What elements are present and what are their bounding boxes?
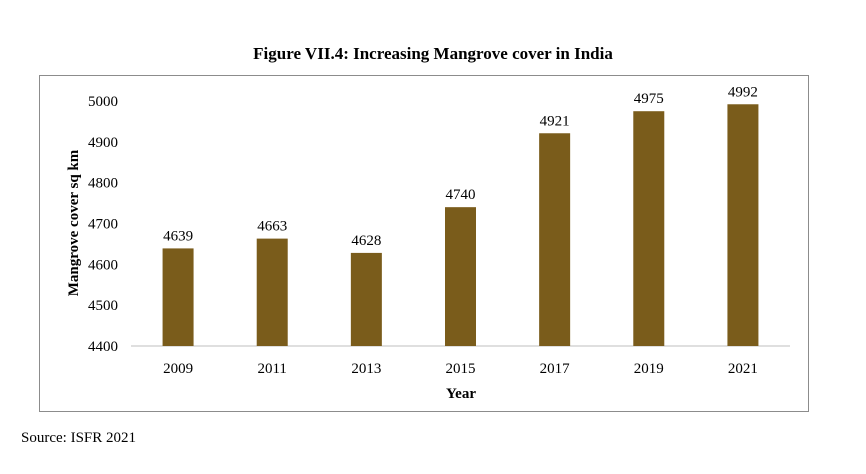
x-tick-label-2015: 2015 xyxy=(446,361,476,377)
y-tick-label: 4700 xyxy=(88,217,118,233)
data-label-2021: 4992 xyxy=(728,84,758,100)
x-tick-label-2019: 2019 xyxy=(634,361,664,377)
data-label-2015: 4740 xyxy=(446,187,476,203)
bars xyxy=(162,104,759,347)
x-tick-label-2021: 2021 xyxy=(728,361,758,377)
bar-2009 xyxy=(162,248,194,346)
y-tick-label: 4900 xyxy=(88,135,118,151)
y-tick-label: 4400 xyxy=(88,339,118,355)
x-tick-label-2013: 2013 xyxy=(351,361,381,377)
y-tick-label: 4800 xyxy=(88,176,118,192)
data-label-2013: 4628 xyxy=(351,233,381,249)
x-axis-title: Year xyxy=(446,386,476,402)
y-tick-label: 4500 xyxy=(88,298,118,314)
data-label-2017: 4921 xyxy=(540,113,570,129)
bar-2019 xyxy=(633,111,665,346)
bar-2015 xyxy=(445,207,476,346)
y-axis-title: Mangrove cover sq km xyxy=(66,149,82,296)
data-label-2011: 4663 xyxy=(257,219,287,235)
y-axis-ticks: 4400 4500 4600 4700 4800 4900 5000 xyxy=(88,94,118,355)
y-tick-label: 4600 xyxy=(88,257,118,273)
bar-2013 xyxy=(350,252,382,346)
x-tick-label-2017: 2017 xyxy=(540,361,571,377)
bar-2017 xyxy=(539,133,571,346)
x-tick-label-2011: 2011 xyxy=(257,361,286,377)
data-label-2009: 4639 xyxy=(163,228,193,244)
x-tick-label-2009: 2009 xyxy=(163,361,193,377)
chart-title: Figure VII.4: Increasing Mangrove cover … xyxy=(253,44,613,63)
bar-labels: 4639 4663 4628 4740 4921 4975 4992 xyxy=(163,84,758,249)
source-note: Source: ISFR 2021 xyxy=(21,430,137,446)
data-label-2019: 4975 xyxy=(634,91,664,107)
y-tick-label: 5000 xyxy=(88,94,118,110)
bar-2021 xyxy=(727,104,759,347)
x-axis-ticks: 2009 2011 2013 2015 2017 2019 2021 xyxy=(163,361,758,377)
bar-2011 xyxy=(256,238,288,346)
chart-frame xyxy=(39,75,809,412)
